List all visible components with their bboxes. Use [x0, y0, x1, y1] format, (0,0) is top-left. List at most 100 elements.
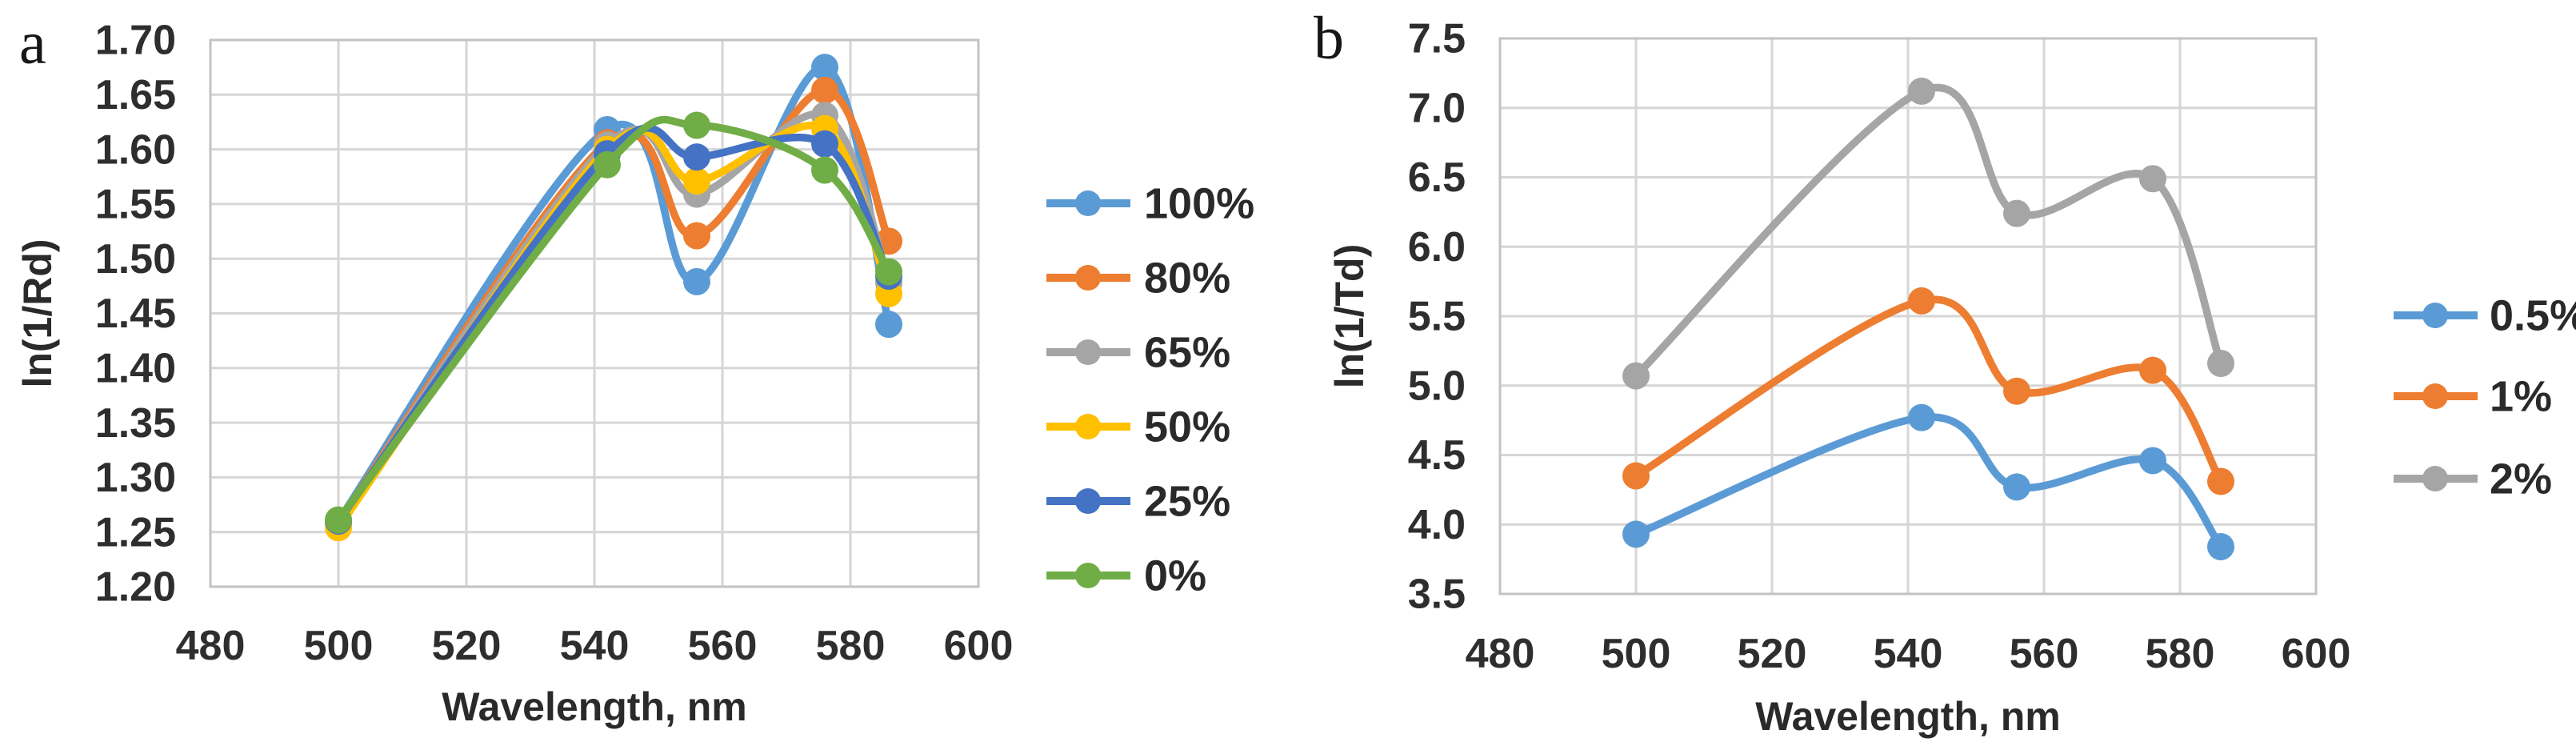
legend-label: 65% — [1144, 328, 1230, 376]
data-point-0.5%-556 — [2003, 473, 2030, 501]
data-point-0.5%-500 — [1622, 520, 1650, 548]
data-point-25%-576 — [811, 130, 838, 158]
legend-item-65%: 65% — [1046, 328, 1230, 376]
y-tick-label: 6.0 — [1408, 224, 1466, 271]
y-tick-label: 5.5 — [1408, 294, 1466, 340]
data-point-2%-556 — [2003, 199, 2030, 227]
x-tick-label: 580 — [2146, 631, 2215, 677]
series-line-0% — [334, 115, 893, 524]
legend-label: 1% — [2490, 372, 2552, 420]
x-tick-label: 540 — [1874, 631, 1943, 677]
x-tick-label: 540 — [560, 623, 630, 669]
data-point-50%-556 — [683, 167, 710, 195]
legend-item-1%: 1% — [2394, 372, 2552, 420]
legend-marker-dot — [1075, 414, 1101, 439]
legend-label: 25% — [1144, 477, 1230, 525]
data-point-0%-500 — [325, 506, 352, 534]
plot-border — [209, 38, 980, 588]
data-point-1%-500 — [1622, 462, 1650, 490]
legend-marker-dot — [1075, 339, 1101, 365]
x-tick-label: 520 — [432, 623, 502, 669]
series-line-2% — [1632, 83, 2225, 380]
y-tick-label: 7.5 — [1408, 16, 1466, 62]
x-tick-label: 560 — [688, 623, 758, 669]
x-tick-label: 500 — [304, 623, 374, 669]
legend-item-2%: 2% — [2394, 455, 2552, 503]
data-point-100%-586 — [875, 311, 902, 339]
legend-label: 2% — [2490, 455, 2552, 503]
series-line-50% — [334, 121, 893, 531]
y-axis-title: ln(1/Td) — [1327, 244, 1372, 389]
x-axis-title: Wavelength, nm — [1755, 694, 2061, 739]
y-tick-label: 1.30 — [95, 455, 176, 501]
data-point-1%-576 — [2139, 356, 2166, 384]
legend: 100% 80% 65% 50% 25% 0% — [1046, 179, 1254, 600]
data-point-0%-556 — [683, 111, 710, 139]
legend-marker-dot — [2422, 466, 2448, 491]
x-tick-label: 480 — [1466, 631, 1535, 677]
y-tick-label: 1.40 — [95, 345, 176, 391]
legend-item-0%: 0% — [1046, 551, 1206, 600]
y-tick-label: 1.70 — [95, 18, 176, 64]
series-line-0.5% — [1632, 413, 2225, 551]
panel-letter-b: b — [1314, 5, 1344, 72]
legend-marker-dot — [2422, 303, 2448, 328]
legend-label: 0% — [1144, 551, 1206, 600]
data-point-80%-556 — [683, 222, 710, 250]
x-tick-label: 600 — [944, 623, 1014, 669]
y-tick-label: 5.0 — [1408, 363, 1466, 409]
data-point-0%-542 — [594, 150, 621, 178]
y-tick-label: 1.20 — [95, 564, 176, 611]
y-tick-label: 1.65 — [95, 72, 176, 118]
data-point-1%-586 — [2207, 467, 2234, 495]
series-line-1% — [1632, 295, 2225, 486]
x-tick-label: 580 — [816, 623, 886, 669]
y-tick-label: 1.55 — [95, 182, 176, 228]
y-tick-label: 1.35 — [95, 400, 176, 447]
y-tick-label: 1.45 — [95, 291, 176, 337]
series-line-25% — [334, 124, 893, 525]
data-point-100%-576 — [811, 54, 838, 82]
x-tick-label: 520 — [1738, 631, 1807, 677]
data-point-0.5%-576 — [2139, 447, 2166, 475]
data-point-25%-556 — [683, 143, 710, 171]
data-point-2%-542 — [1908, 77, 1935, 105]
y-tick-label: 6.5 — [1408, 154, 1466, 201]
x-tick-label: 480 — [176, 623, 246, 669]
legend-label: 80% — [1144, 254, 1230, 302]
legend-item-0.5%: 0.5% — [2394, 291, 2576, 339]
y-tick-label: 1.25 — [95, 509, 176, 555]
y-axis-title: ln(1/Rd) — [15, 239, 60, 387]
data-point-1%-542 — [1908, 287, 1935, 315]
data-point-2%-500 — [1622, 362, 1650, 390]
chart-panel-a: 1.70 1.65 1.60 1.55 1.50 1.45 1.40 1.35 1.30 1.25… — [15, 18, 1254, 729]
y-tick-label: 4.5 — [1408, 432, 1466, 479]
legend-item-25%: 25% — [1046, 477, 1230, 525]
y-tick-label: 7.0 — [1408, 85, 1466, 131]
y-tick-label: 1.50 — [95, 236, 176, 283]
x-tick-label: 560 — [2010, 631, 2079, 677]
x-tick-label: 500 — [1602, 631, 1671, 677]
data-point-0.5%-586 — [2207, 533, 2234, 561]
y-tick-label: 4.0 — [1408, 502, 1466, 548]
plot-border — [1498, 37, 2318, 596]
panel-letter-a: a — [19, 10, 46, 77]
legend-label: 0.5% — [2490, 291, 2576, 339]
data-point-100%-556 — [683, 267, 710, 295]
legend-label: 100% — [1144, 179, 1254, 227]
legend: 0.5% 1% 2% — [2394, 291, 2576, 503]
legend-marker-dot — [1075, 563, 1101, 588]
data-point-0.5%-542 — [1908, 403, 1935, 431]
y-tick-label: 3.5 — [1408, 572, 1466, 618]
data-point-80%-576 — [811, 76, 838, 104]
x-tick-label: 600 — [2282, 631, 2351, 677]
x-axis-title: Wavelength, nm — [442, 684, 747, 729]
legend-marker-dot — [1075, 265, 1101, 291]
legend-marker-dot — [1075, 488, 1101, 514]
legend-item-80%: 80% — [1046, 254, 1230, 302]
legend-item-100%: 100% — [1046, 179, 1254, 227]
data-point-0%-586 — [875, 258, 902, 286]
